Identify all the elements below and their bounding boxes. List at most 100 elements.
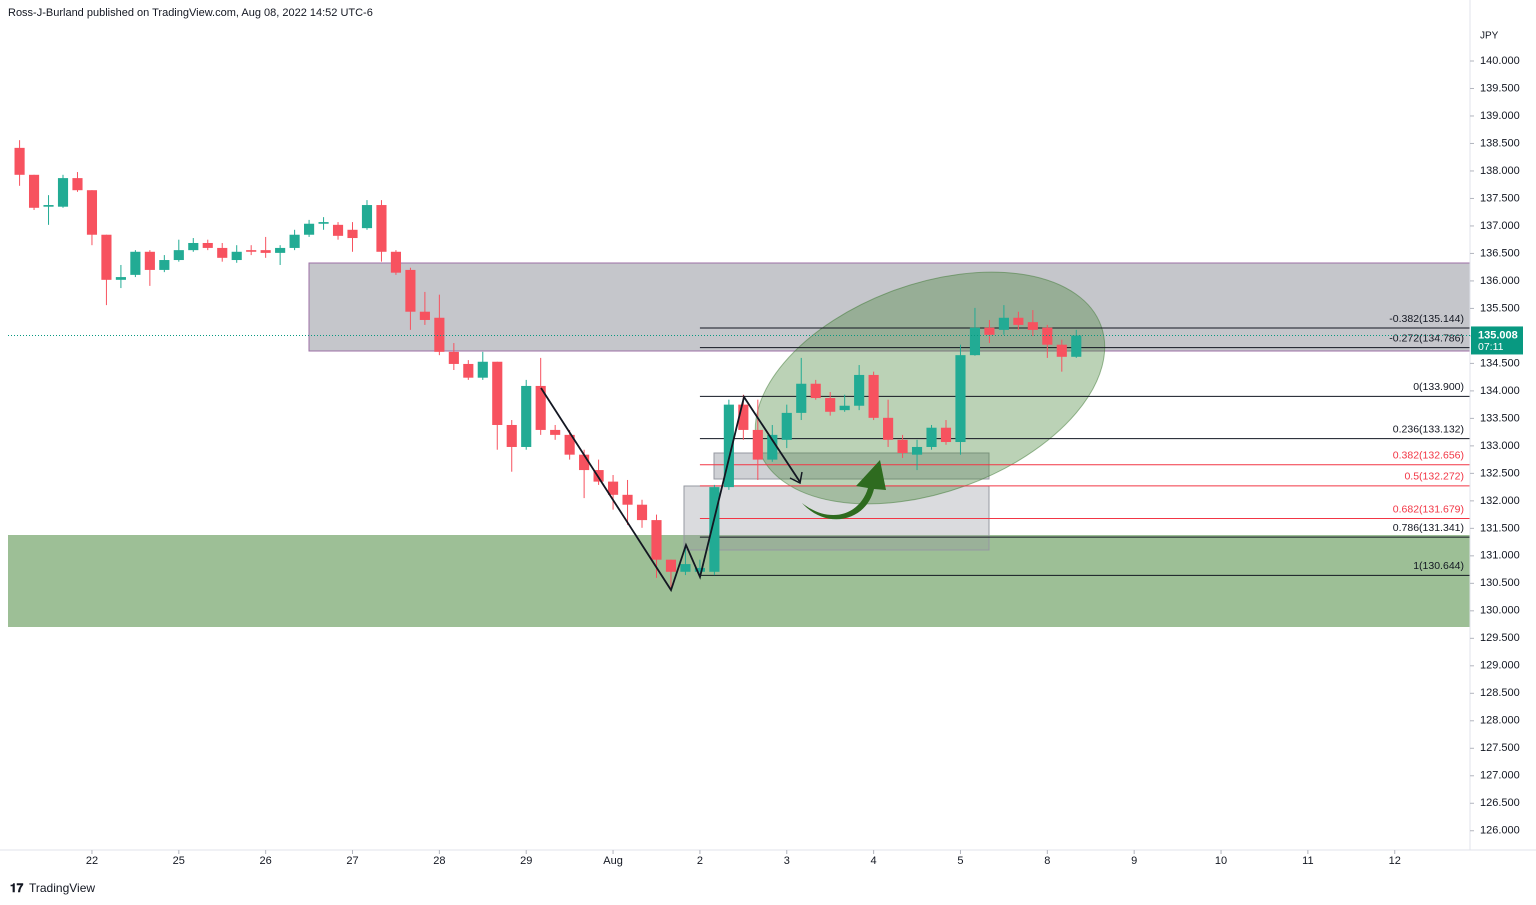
candle-body [767, 434, 778, 460]
candle-body [738, 404, 749, 430]
x-tick-label: 11 [1302, 855, 1313, 867]
fib-label: 0.382(132.656) [1393, 450, 1464, 462]
candle-body [86, 190, 98, 235]
footer-brand: TradingView [29, 881, 95, 895]
candle-body [463, 363, 474, 378]
candle-body [448, 351, 459, 364]
candle-body [911, 446, 923, 455]
candle-body [275, 247, 286, 253]
candle-body [1013, 317, 1024, 325]
logo-mark: 𝟏𝟕 [10, 881, 24, 895]
candle-body [492, 361, 503, 425]
candle-body [332, 224, 344, 236]
y-tick-label: 134.000 [1480, 385, 1520, 397]
candle-body [390, 251, 402, 273]
x-tick-label: 29 [520, 855, 532, 867]
candle-body [535, 385, 546, 430]
candle-body [173, 250, 184, 261]
candle-body [854, 374, 865, 406]
candle-body [419, 311, 430, 320]
candle-body [477, 361, 488, 378]
x-tick-label: 27 [346, 855, 358, 867]
candle-body [781, 412, 792, 440]
y-tick-label: 139.500 [1480, 82, 1520, 94]
candle-body [57, 178, 69, 207]
candle-body [506, 424, 517, 447]
candle-body [723, 404, 734, 488]
candle-body [72, 178, 83, 191]
candle-body [144, 251, 155, 270]
y-tick-label: 133.500 [1480, 412, 1520, 424]
y-tick-label: 135.500 [1480, 302, 1520, 314]
candle-body [579, 454, 590, 471]
y-tick-label: 132.500 [1480, 467, 1520, 479]
x-tick-label: Aug [603, 855, 623, 867]
zigzag-path [540, 387, 801, 593]
last-price-label: 135.008 [1478, 329, 1518, 341]
candle-body [1056, 344, 1067, 357]
candle-body [1071, 335, 1082, 357]
fib-label: 0.5(132.272) [1404, 471, 1464, 483]
candle-body [376, 205, 387, 252]
x-tick-label: 26 [260, 855, 272, 867]
x-tick-label: 8 [1044, 855, 1050, 867]
candle-body [361, 205, 373, 229]
candle-body [883, 417, 894, 440]
y-tick-label: 131.000 [1480, 550, 1520, 562]
x-tick-label: 2 [697, 855, 703, 867]
candle-body [810, 383, 821, 399]
y-tick-label: 137.000 [1480, 220, 1520, 232]
candle-body [246, 250, 257, 252]
y-tick-label: 128.500 [1480, 687, 1520, 699]
y-tick-label: 132.000 [1480, 495, 1520, 507]
candle-body [897, 439, 908, 454]
publisher-header: Ross-J-Burland published on TradingView.… [8, 7, 373, 19]
candle-body [405, 269, 416, 312]
candle-body [115, 277, 126, 280]
candle-body [969, 327, 981, 356]
candle-body [752, 429, 763, 460]
fib-label: 0(133.900) [1413, 381, 1464, 393]
y-tick-label: 126.500 [1480, 797, 1520, 809]
candle-body [1027, 322, 1038, 330]
candle-body [926, 427, 937, 447]
last-price-badge [1471, 326, 1523, 355]
x-tick-label: 5 [957, 855, 963, 867]
fib-label: 1(130.644) [1413, 560, 1464, 572]
y-tick-label: 133.000 [1480, 440, 1520, 452]
candle-body [304, 223, 315, 235]
countdown-label: 07:11 [1478, 341, 1504, 353]
fib-label: -0.382(135.144) [1389, 313, 1464, 325]
x-tick-label: 22 [86, 855, 98, 867]
fib-label: 0.236(133.132) [1393, 423, 1464, 435]
x-tick-label: 10 [1215, 855, 1227, 867]
candle-body [347, 229, 358, 239]
candle-body [159, 260, 170, 270]
candle-body [680, 564, 691, 572]
x-tick-label: 4 [871, 855, 877, 867]
candle-body [940, 427, 952, 443]
candle-body [796, 383, 807, 413]
fib-label: 0.682(131.679) [1393, 503, 1464, 515]
candle-body [636, 504, 648, 521]
y-tick-label: 130.000 [1480, 605, 1520, 617]
arrow-head [789, 471, 803, 485]
x-tick-label: 25 [173, 855, 185, 867]
y-tick-label: 138.500 [1480, 137, 1520, 149]
candle-body [217, 247, 228, 258]
y-tick-label: 139.000 [1480, 110, 1520, 122]
y-tick-label: 126.000 [1480, 825, 1520, 837]
candle-body [694, 567, 705, 572]
x-tick-label: 28 [433, 855, 445, 867]
candle-body [839, 405, 850, 411]
candle-body [43, 205, 54, 207]
candle-body [260, 250, 271, 253]
candle-body [188, 242, 199, 251]
y-tick-label: 138.000 [1480, 165, 1520, 177]
x-tick-label: 9 [1131, 855, 1137, 867]
candle-body [651, 520, 662, 560]
candle-body [231, 251, 242, 261]
candle-body [607, 481, 619, 495]
